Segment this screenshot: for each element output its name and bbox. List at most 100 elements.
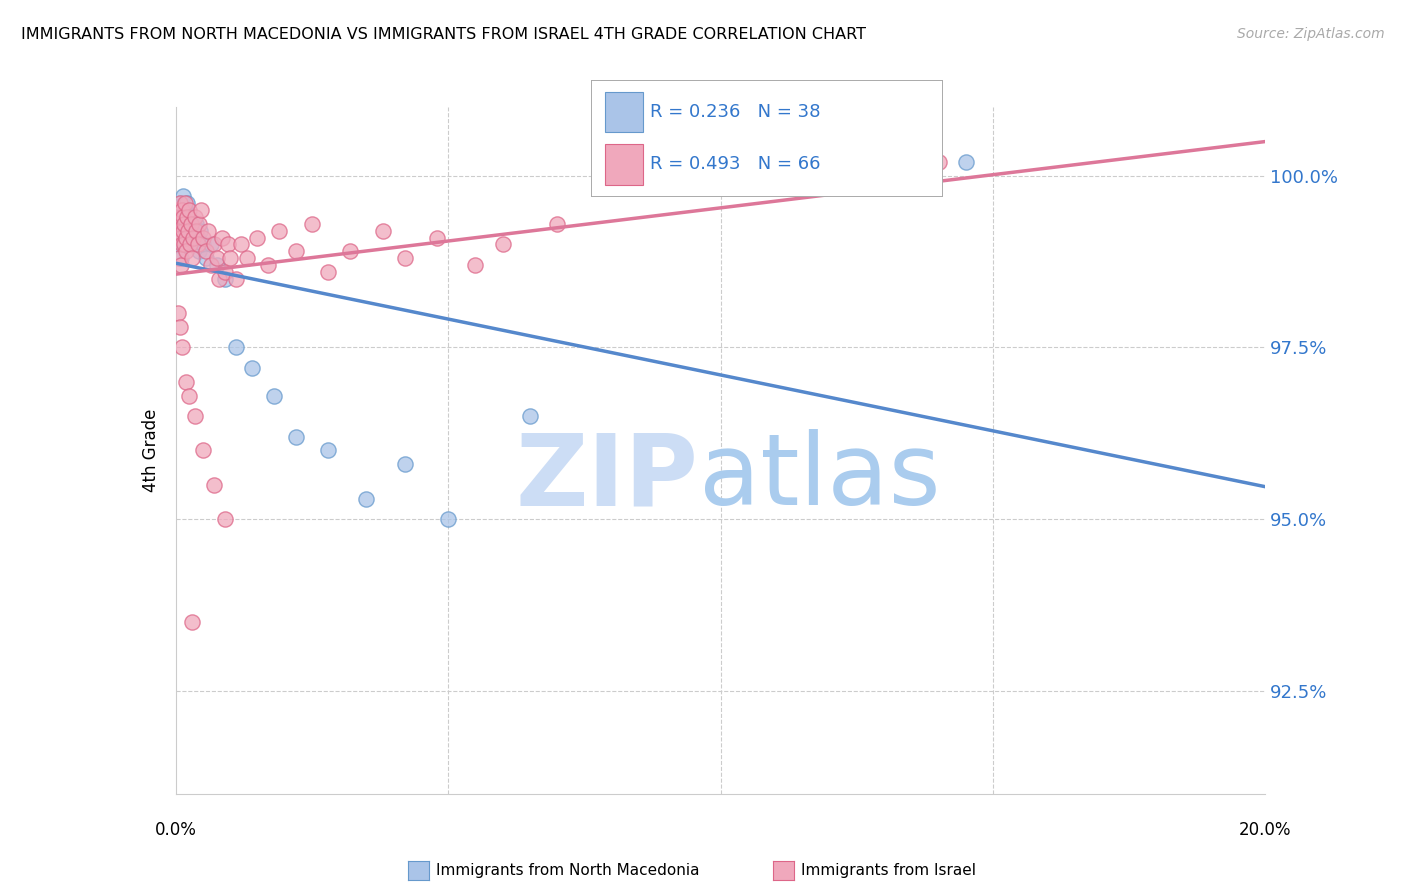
Point (169, 319, 191, 334)
Point (169, 196, 191, 211)
Point (167, 306, 190, 320)
Point (184, 409, 207, 423)
Point (172, 340, 194, 354)
Point (170, 251, 193, 265)
Point (214, 512, 236, 526)
Point (170, 258, 193, 272)
Point (211, 230, 233, 244)
Text: Source: ZipAtlas.com: Source: ZipAtlas.com (1237, 27, 1385, 41)
Point (169, 224, 191, 238)
Point (269, 224, 291, 238)
Point (187, 244, 209, 259)
Point (181, 251, 204, 265)
Point (200, 237, 222, 252)
Point (174, 375, 197, 389)
Point (194, 244, 217, 259)
Point (174, 196, 197, 211)
Point (426, 230, 449, 244)
Point (437, 512, 460, 526)
Point (167, 224, 190, 238)
Point (184, 210, 207, 224)
Point (174, 230, 197, 244)
Point (214, 265, 236, 279)
Point (177, 202, 200, 217)
Point (179, 237, 201, 252)
Bar (605, 144, 643, 185)
Point (172, 230, 194, 244)
Point (172, 202, 194, 217)
Point (205, 258, 228, 272)
Point (172, 189, 194, 203)
Text: 0.0%: 0.0% (155, 822, 197, 839)
Point (191, 230, 214, 244)
Point (177, 224, 200, 238)
Point (170, 237, 193, 252)
Point (169, 217, 191, 231)
Point (169, 196, 191, 211)
Text: atlas: atlas (699, 429, 941, 526)
Point (492, 237, 515, 252)
Y-axis label: 4th Grade: 4th Grade (142, 409, 160, 492)
Point (188, 224, 211, 238)
Point (546, 217, 568, 231)
Point (194, 251, 217, 265)
Point (246, 230, 269, 244)
Text: R = 0.236   N = 38: R = 0.236 N = 38 (650, 103, 821, 121)
Point (202, 237, 225, 252)
Point (284, 430, 307, 444)
Point (394, 457, 416, 471)
Point (191, 443, 214, 458)
Text: ZIP: ZIP (516, 429, 699, 526)
Point (214, 271, 236, 285)
Point (181, 230, 204, 244)
Point (169, 230, 191, 244)
Point (464, 258, 486, 272)
Point (205, 251, 228, 265)
Point (174, 202, 197, 217)
Point (176, 196, 198, 211)
Point (301, 217, 323, 231)
Point (225, 340, 247, 354)
Point (177, 217, 200, 231)
Point (257, 258, 280, 272)
Point (172, 210, 194, 224)
Point (231, 237, 253, 252)
Point (318, 443, 340, 458)
Point (955, 155, 977, 169)
Point (180, 230, 202, 244)
Point (197, 224, 219, 238)
Point (173, 210, 195, 224)
Point (167, 202, 190, 217)
Bar (605, 92, 643, 132)
Point (179, 388, 201, 402)
Point (183, 237, 205, 252)
Point (240, 361, 263, 376)
Point (170, 202, 193, 217)
Point (173, 237, 195, 252)
Text: Immigrants from North Macedonia: Immigrants from North Macedonia (436, 863, 699, 878)
Point (200, 258, 222, 272)
Point (173, 237, 195, 252)
Point (176, 210, 198, 224)
Point (202, 477, 225, 491)
Point (169, 210, 191, 224)
Point (174, 244, 197, 259)
Point (186, 224, 208, 238)
Point (263, 388, 285, 402)
Point (170, 210, 193, 224)
Text: Immigrants from Israel: Immigrants from Israel (801, 863, 976, 878)
Text: R = 0.493   N = 66: R = 0.493 N = 66 (650, 155, 821, 173)
Text: IMMIGRANTS FROM NORTH MACEDONIA VS IMMIGRANTS FROM ISRAEL 4TH GRADE CORRELATION : IMMIGRANTS FROM NORTH MACEDONIA VS IMMIG… (21, 27, 866, 42)
Point (318, 265, 340, 279)
Point (217, 237, 239, 252)
Point (179, 210, 201, 224)
Point (167, 251, 190, 265)
Point (186, 217, 208, 231)
Point (225, 271, 247, 285)
Point (172, 224, 194, 238)
Point (235, 251, 257, 265)
Point (928, 155, 950, 169)
Point (191, 237, 214, 252)
Point (180, 217, 202, 231)
Point (371, 224, 394, 238)
